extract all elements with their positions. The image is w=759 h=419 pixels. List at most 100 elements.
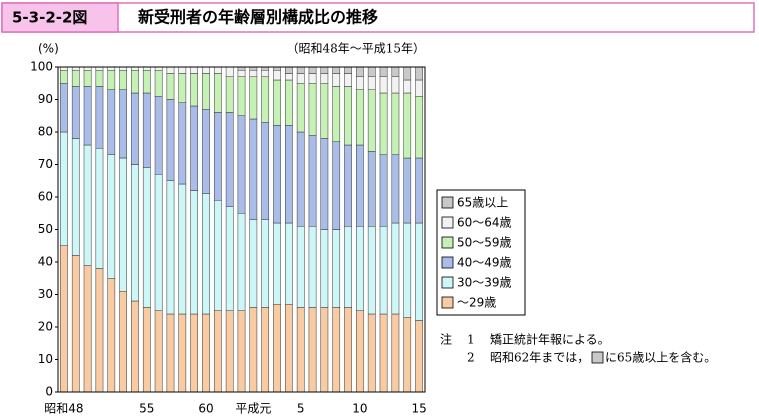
bar-segment: [83, 70, 92, 87]
bar-segment: [261, 219, 270, 308]
bar-segment: [237, 213, 246, 311]
bar-segment: [320, 66, 329, 74]
bar-segment: [249, 70, 258, 77]
bar-segment: [142, 92, 151, 168]
bar-segment: [332, 86, 341, 142]
bar-segment: [166, 313, 175, 393]
bar-segment: [403, 157, 412, 224]
bar-segment: [249, 76, 258, 120]
bar-segment: [166, 180, 175, 315]
bar-segment: [119, 89, 127, 159]
bar-segment: [95, 86, 104, 149]
bar-segment: [83, 86, 92, 146]
bar-segment: [296, 73, 305, 84]
legend-label: 65歳以上: [457, 196, 508, 210]
y-tick-label: 70: [38, 157, 53, 171]
bar-segment: [237, 115, 246, 214]
bar-segment: [344, 226, 352, 308]
bar-segment: [285, 66, 293, 74]
bar-segment: [391, 76, 400, 94]
bar-segment: [308, 226, 317, 308]
bar-segment: [95, 268, 104, 393]
legend-label: 40～49歳: [457, 256, 512, 270]
bar-segment: [403, 66, 412, 81]
bar-segment: [379, 154, 388, 227]
bar-segment: [320, 138, 329, 230]
bar-segment: [332, 66, 341, 74]
bar-segment: [142, 70, 151, 94]
bar-segment: [296, 307, 305, 393]
bar-segment: [154, 70, 163, 97]
bar-segment: [391, 154, 400, 224]
bar-segment: [261, 307, 270, 393]
legend-swatch: [441, 216, 454, 229]
bar-segment: [71, 255, 80, 393]
bar-segment: [83, 265, 92, 393]
bar-segment: [403, 222, 412, 318]
bar-segment: [403, 92, 412, 159]
y-tick-label: 30: [38, 287, 53, 301]
x-tick-label: 10: [352, 402, 367, 416]
y-axis-label: (%): [38, 42, 59, 56]
bar-segment: [237, 76, 246, 116]
bar-segment: [60, 131, 68, 246]
bar-segment: [131, 92, 139, 165]
y-tick-label: 100: [30, 60, 53, 74]
bar-segment: [71, 70, 80, 87]
y-tick-label: 10: [38, 352, 53, 366]
note-mark: 注: [440, 332, 452, 347]
bar-segment: [119, 291, 127, 393]
bar-segment: [190, 66, 198, 74]
bar-segment: [71, 138, 80, 256]
y-tick-label: 90: [38, 92, 53, 106]
legend-swatch: [441, 276, 454, 289]
bar-segment: [379, 226, 388, 315]
bar-segment: [119, 157, 127, 292]
figure-label: 5-3-2-2図: [12, 9, 87, 27]
x-tick-label: 15: [411, 402, 426, 416]
bar-segment: [261, 70, 270, 77]
bar-segment: [344, 144, 352, 227]
bar-segment: [344, 86, 352, 146]
bar-segment: [261, 76, 270, 123]
bar-segment: [320, 73, 329, 84]
bar-segment: [415, 96, 423, 159]
y-tick-label: 40: [38, 255, 53, 269]
bar-segment: [83, 144, 92, 266]
bar-segment: [379, 76, 388, 94]
bar-segment: [213, 310, 222, 393]
y-tick-label: 80: [38, 125, 53, 139]
bar-segment: [154, 310, 163, 393]
legend-label: 50～59歳: [457, 236, 512, 250]
bar-segment: [178, 66, 187, 74]
plot-frame: [57, 66, 426, 393]
bar-segment: [332, 141, 341, 230]
note-text: に65歳以上を含む。: [605, 350, 716, 365]
bar-segment: [285, 304, 293, 393]
bar-segment: [178, 73, 187, 103]
bar-segment: [356, 144, 364, 227]
bar-segment: [285, 79, 293, 126]
bar-segment: [60, 245, 68, 393]
bar-segment: [273, 222, 281, 305]
bar-segment: [225, 66, 234, 77]
bar-segment: [60, 83, 68, 133]
bar-segment: [285, 125, 293, 224]
bar-segment: [296, 131, 305, 227]
legend-frame: [436, 189, 526, 316]
bar-segment: [308, 307, 317, 393]
bar-segment: [178, 183, 187, 315]
bar-segment: [107, 70, 116, 90]
bar-segment: [296, 83, 305, 133]
bar-segment: [391, 92, 400, 155]
bar-segment: [391, 222, 400, 315]
bar-segment: [95, 70, 104, 87]
bar-segment: [344, 66, 352, 74]
note-text: 昭和62年までは，: [490, 351, 589, 365]
bar-segment: [308, 66, 317, 74]
legend-swatch: [441, 236, 454, 249]
bar-segment: [273, 79, 281, 126]
bar-segment: [296, 226, 305, 308]
bar-segment: [202, 109, 210, 194]
bar-segment: [71, 86, 80, 139]
